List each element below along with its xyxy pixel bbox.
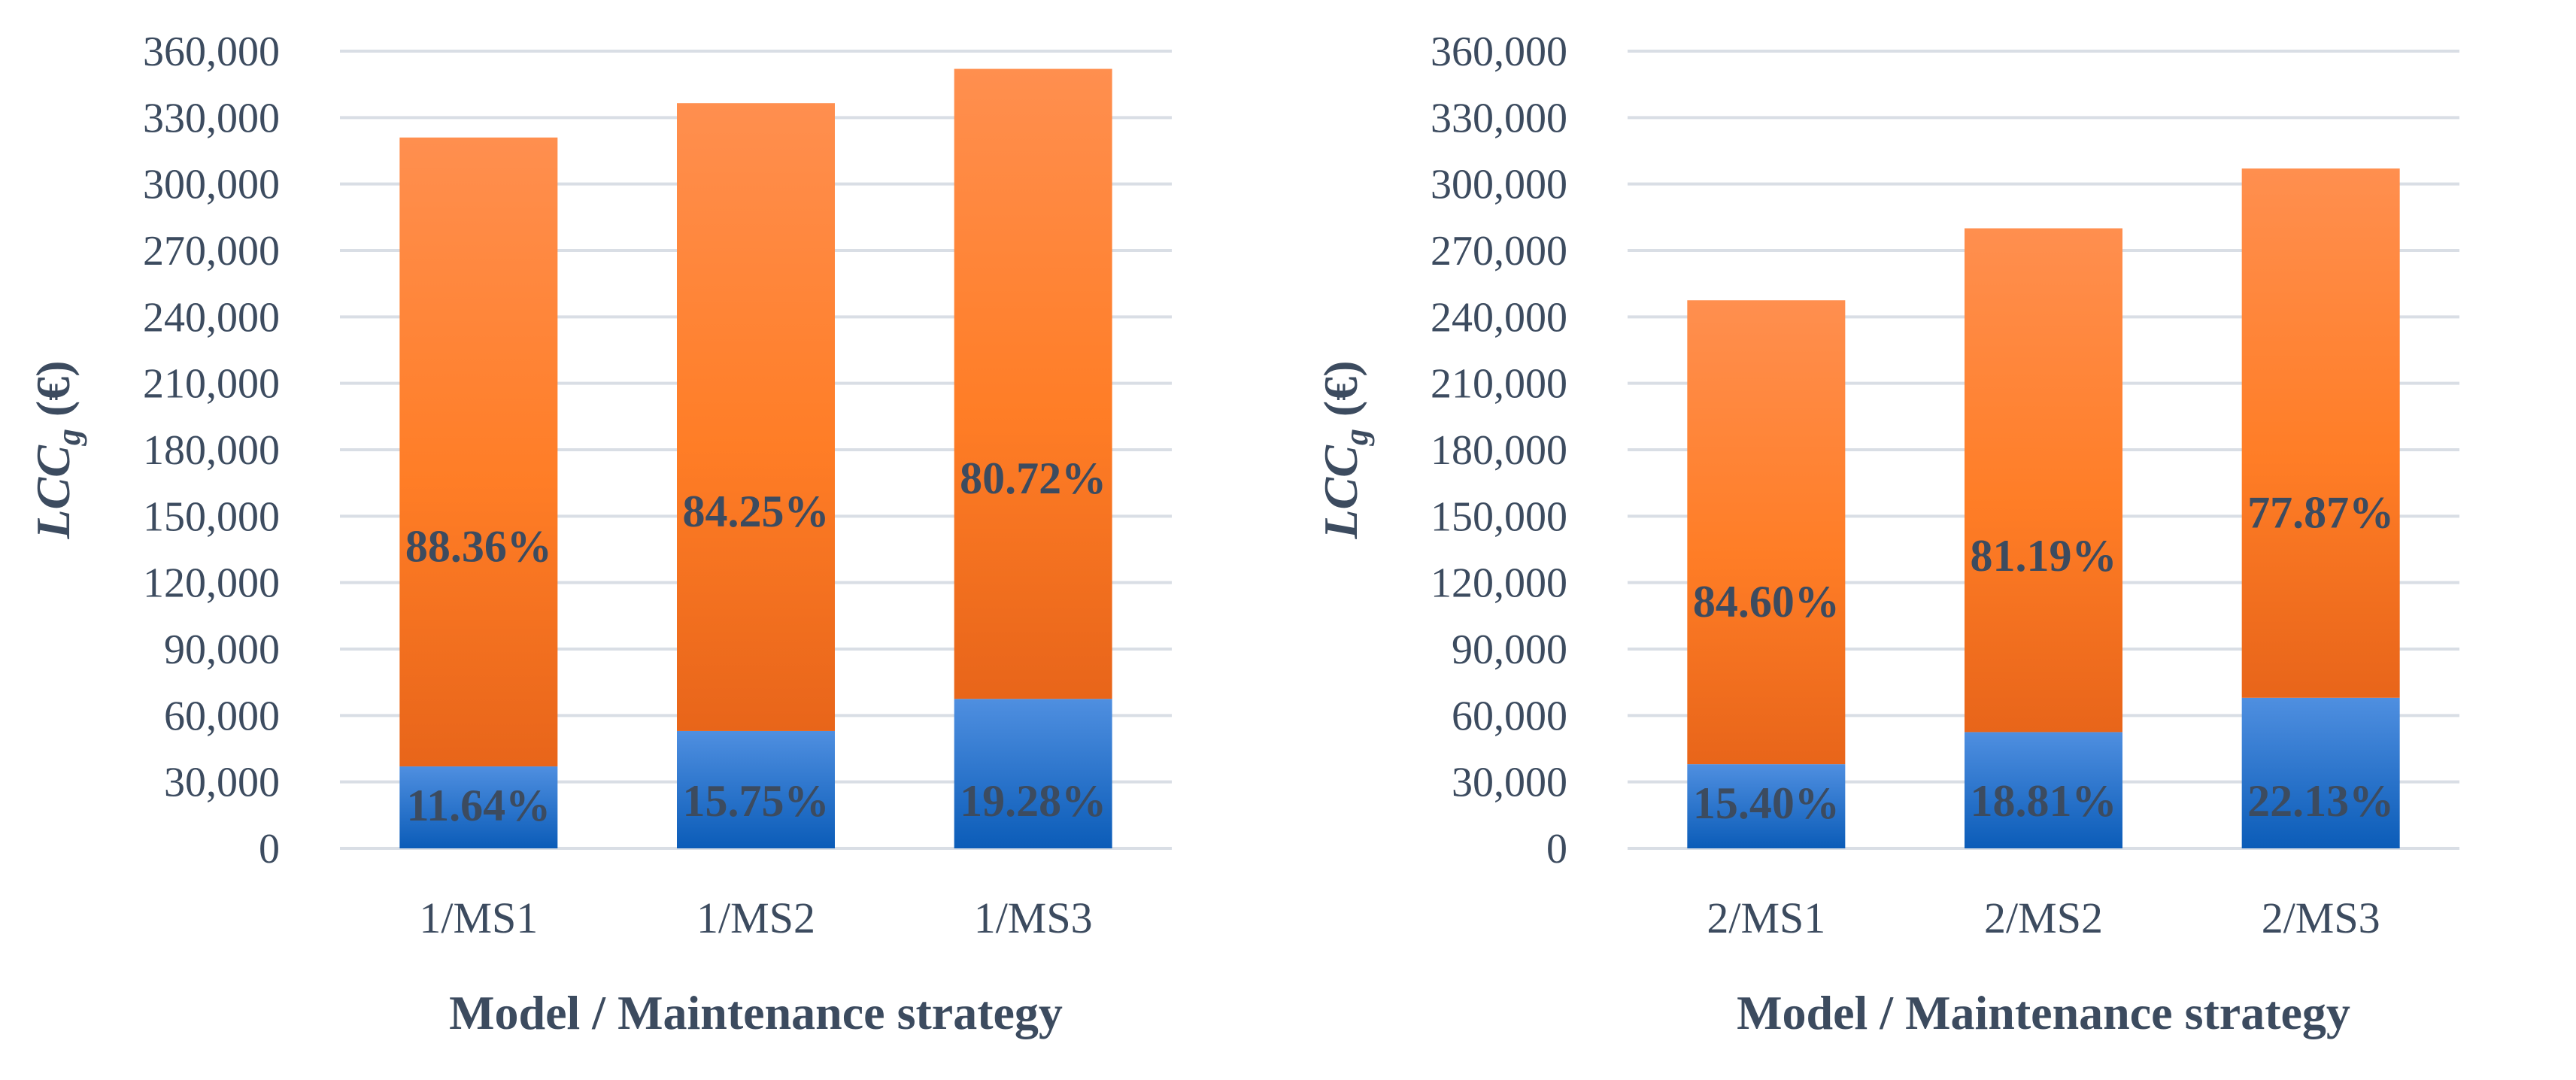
y-tick-label: 270,000	[1431, 228, 1567, 275]
bar-segment-orange	[399, 137, 558, 767]
data-label: 15.40%	[1693, 778, 1840, 828]
y-tick-label: 90,000	[1452, 626, 1567, 673]
data-label: 15.75%	[683, 776, 830, 826]
bar-segment-blue	[2241, 697, 2400, 848]
y-tick-label: 120,000	[143, 560, 280, 607]
y-tick-label: 150,000	[143, 493, 280, 540]
x-category-label: 1/MS1	[419, 893, 538, 942]
chart-svg-right: 0 30,000 60,000 90,000 120,000 150,000 180,000…	[1314, 29, 2459, 1039]
data-label: 81.19%	[1971, 531, 2117, 581]
y-tick-label: 330,000	[1431, 95, 1567, 141]
y-tick-label: 60,000	[164, 693, 280, 739]
y-tick-label: 300,000	[1431, 162, 1567, 208]
bar-segment-blue	[954, 699, 1112, 848]
chart-panel-left: 0 30,000 60,000 90,000 120,000 150,000 180,000…	[26, 29, 1172, 1039]
bar-segment-blue	[399, 766, 558, 848]
y-tick-label: 150,000	[1431, 493, 1567, 540]
bar-segment-blue	[1965, 732, 2122, 848]
data-label: 19.28%	[960, 776, 1106, 826]
bar-segment-orange	[1687, 300, 1846, 765]
y-tick-label: 180,000	[1431, 427, 1567, 474]
data-label: 18.81%	[1971, 776, 2117, 826]
data-label: 77.87%	[2247, 487, 2394, 537]
chart-svg-left: 0 30,000 60,000 90,000 120,000 150,000 180,000…	[26, 29, 1172, 1039]
y-tick-label: 180,000	[143, 427, 280, 474]
y-tick-label: 270,000	[143, 228, 280, 275]
y-tick-label: 330,000	[143, 95, 280, 141]
bar-segment-blue	[677, 730, 835, 848]
y-tick-label: 240,000	[143, 294, 280, 341]
y-tick-label: 60,000	[1452, 693, 1567, 739]
data-label: 84.25%	[683, 487, 830, 536]
y-tick-label: 360,000	[143, 29, 280, 75]
y-tick-label: 210,000	[143, 361, 280, 408]
data-label: 84.60%	[1693, 577, 1840, 626]
bar-segment-orange	[2241, 168, 2400, 698]
x-axis-title: Model / Maintenance strategy	[1737, 986, 2350, 1039]
x-category-label: 1/MS2	[696, 893, 815, 942]
x-category-label: 2/MS3	[2262, 893, 2380, 942]
y-tick-label: 300,000	[143, 162, 280, 208]
y-tick-label: 0	[1546, 826, 1567, 872]
y-tick-label: 0	[259, 826, 280, 872]
data-label: 88.36%	[405, 521, 552, 571]
y-axis-title: LCCg (€)	[1314, 360, 1375, 539]
chart-panel-right: 0 30,000 60,000 90,000 120,000 150,000 180,000…	[1288, 0, 2575, 1080]
y-tick-label: 90,000	[164, 626, 280, 673]
x-category-label: 1/MS3	[974, 893, 1093, 942]
bar-segment-orange	[954, 68, 1112, 699]
x-category-label: 2/MS1	[1707, 893, 1825, 942]
y-tick-label: 210,000	[1431, 361, 1567, 408]
bar-segment-orange	[677, 103, 835, 731]
y-tick-label: 240,000	[1431, 294, 1567, 341]
bar-segment-orange	[1965, 228, 2122, 733]
bar-segment-blue	[1687, 764, 1846, 848]
x-category-label: 2/MS2	[1984, 893, 2103, 942]
y-tick-label: 30,000	[164, 760, 280, 806]
y-axis-title: LCCg (€)	[26, 360, 87, 539]
data-label: 80.72%	[960, 454, 1106, 503]
data-label: 22.13%	[2247, 776, 2394, 826]
y-tick-label: 30,000	[1452, 760, 1567, 806]
y-tick-label: 360,000	[1431, 29, 1567, 75]
y-tick-label: 120,000	[1431, 560, 1567, 607]
data-label: 11.64%	[406, 781, 551, 830]
x-axis-title: Model / Maintenance strategy	[449, 986, 1063, 1039]
